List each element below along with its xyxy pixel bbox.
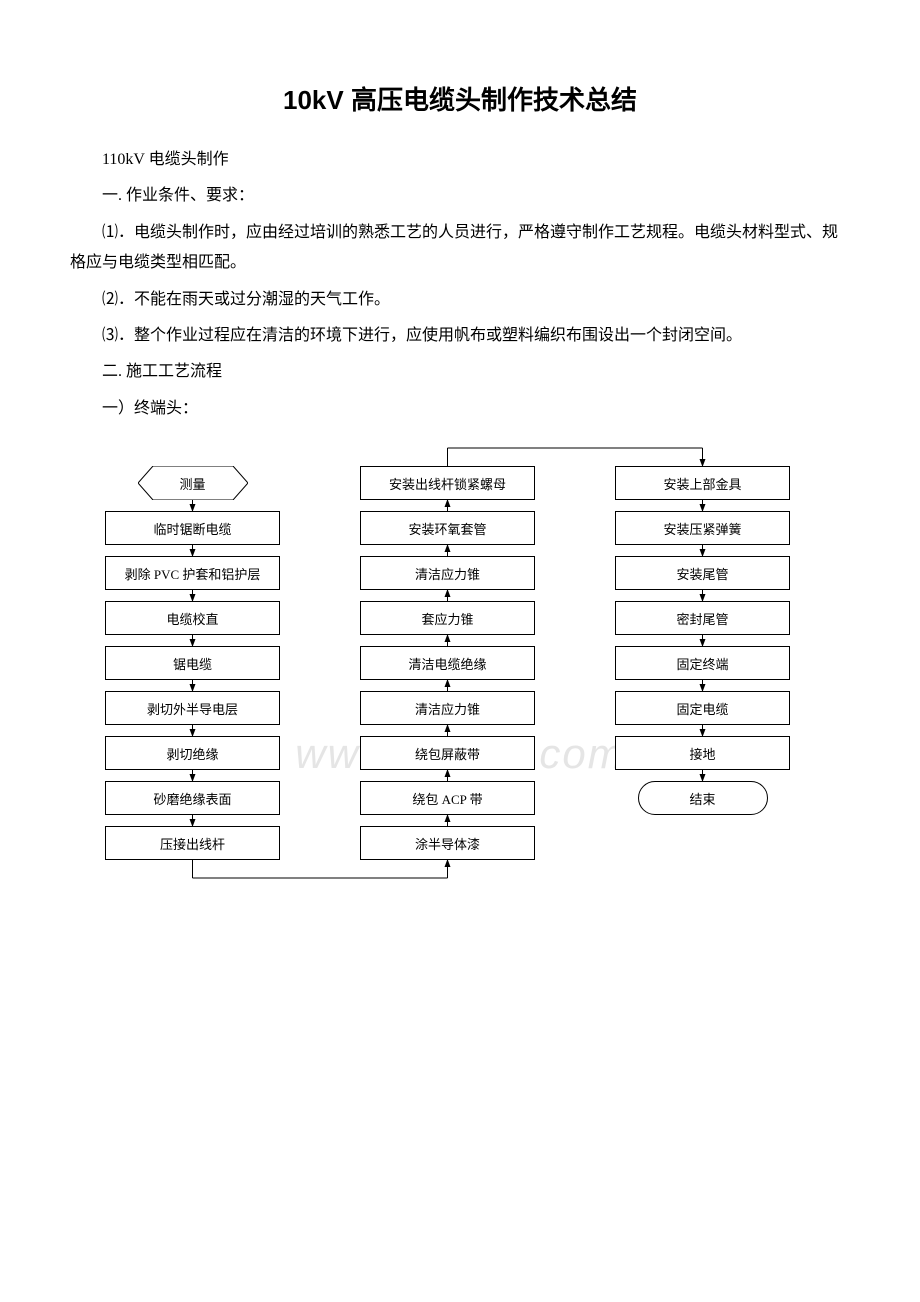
- flowchart-node: 绕包 ACP 带: [360, 781, 535, 815]
- flowchart-node: 清洁应力锥: [360, 556, 535, 590]
- condition-item-1: ⑴．电缆头制作时，应由经过培训的熟悉工艺的人员进行，严格遵守制作工艺规程。电缆头…: [70, 218, 850, 279]
- condition-item-3: ⑶．整个作业过程应在清洁的环境下进行，应使用帆布或塑料编织布围设出一个封闭空间。: [70, 321, 850, 351]
- flowchart-node: 电缆校直: [105, 601, 280, 635]
- flowchart-node: 剥切绝缘: [105, 736, 280, 770]
- flowchart-node: 压接出线杆: [105, 826, 280, 860]
- flowchart-node: 锯电缆: [105, 646, 280, 680]
- subtitle: 110kV 电缆头制作: [70, 145, 850, 175]
- flowchart-node: 安装出线杆锁紧螺母: [360, 466, 535, 500]
- section2-heading: 二. 施工工艺流程: [70, 357, 850, 387]
- flowchart-node: 绕包屏蔽带: [360, 736, 535, 770]
- flowchart-node: 套应力锥: [360, 601, 535, 635]
- flowchart-node: 剥切外半导电层: [105, 691, 280, 725]
- flowchart-node: 砂磨绝缘表面: [105, 781, 280, 815]
- flowchart-node: 固定终端: [615, 646, 790, 680]
- flowchart-node: 安装上部金具: [615, 466, 790, 500]
- page-title: 10kV 高压电缆头制作技术总结: [70, 80, 850, 117]
- flowchart-node: 安装压紧弹簧: [615, 511, 790, 545]
- flowchart-node: 剥除 PVC 护套和铝护层: [105, 556, 280, 590]
- flowchart-node: 安装环氧套管: [360, 511, 535, 545]
- flowchart-node: 涂半导体漆: [360, 826, 535, 860]
- flowchart-node: 固定电缆: [615, 691, 790, 725]
- flowchart-node: 密封尾管: [615, 601, 790, 635]
- flowchart-container: 测量临时锯断电缆剥除 PVC 护套和铝护层电缆校直锯电缆剥切外半导电层剥切绝缘砂…: [70, 436, 850, 956]
- flowchart-node: 安装尾管: [615, 556, 790, 590]
- flowchart-terminator: 结束: [638, 781, 768, 815]
- section1-heading: 一. 作业条件、要求：: [70, 181, 850, 211]
- flowchart-node: 临时锯断电缆: [105, 511, 280, 545]
- flowchart-node: 清洁应力锥: [360, 691, 535, 725]
- flowchart-node: 清洁电缆绝缘: [360, 646, 535, 680]
- condition-item-2: ⑵．不能在雨天或过分潮湿的天气工作。: [70, 285, 850, 315]
- flowchart-node: 接地: [615, 736, 790, 770]
- flowchart-node-测量: 测量: [138, 466, 248, 500]
- subsection-heading: 一）终端头：: [70, 394, 850, 424]
